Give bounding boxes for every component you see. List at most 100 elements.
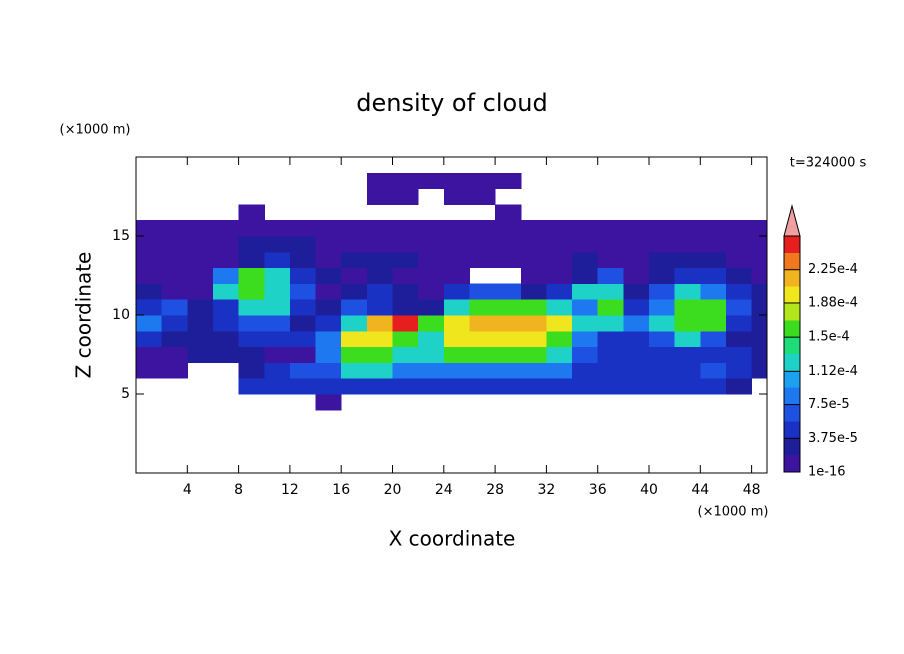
cell <box>187 236 214 253</box>
cell <box>751 283 767 300</box>
cell <box>212 330 240 348</box>
cell <box>264 220 291 237</box>
cell <box>187 315 214 332</box>
cell <box>366 315 394 332</box>
cell <box>238 267 265 284</box>
cell <box>289 299 317 316</box>
cell <box>597 251 624 269</box>
cell <box>443 330 470 348</box>
cell <box>725 346 753 363</box>
cell <box>443 378 470 395</box>
cell <box>597 220 624 237</box>
cell <box>238 220 265 237</box>
cell <box>315 299 342 316</box>
cell <box>315 330 342 348</box>
cell <box>520 251 547 269</box>
cell <box>546 220 573 237</box>
cell <box>392 378 419 395</box>
cell <box>649 346 676 363</box>
cell <box>597 330 624 348</box>
cell <box>520 378 547 395</box>
cell <box>161 267 188 284</box>
cell <box>187 346 214 363</box>
cell <box>572 267 599 284</box>
cell <box>597 315 624 332</box>
cell <box>238 283 265 300</box>
cell <box>161 251 188 269</box>
cell <box>212 236 240 253</box>
cell <box>161 283 188 300</box>
cell <box>187 330 214 348</box>
cell <box>212 251 240 269</box>
cell <box>725 378 753 395</box>
cell <box>418 220 445 237</box>
cell <box>289 220 317 237</box>
cell <box>161 346 188 363</box>
cell <box>443 315 470 332</box>
cell <box>469 362 496 379</box>
cell <box>392 267 419 284</box>
cell <box>315 378 342 395</box>
cell <box>238 315 265 332</box>
cell <box>674 315 701 332</box>
cell <box>315 346 342 363</box>
cell <box>341 362 368 379</box>
cell <box>315 220 342 237</box>
cell <box>572 220 599 237</box>
colorbar-band <box>784 421 800 439</box>
cell <box>392 188 419 205</box>
cell <box>751 236 767 253</box>
cell <box>751 251 767 269</box>
cell <box>392 346 419 363</box>
cell <box>495 172 522 190</box>
cell <box>418 315 445 332</box>
cell <box>366 283 394 300</box>
cell <box>495 346 522 363</box>
cell <box>392 299 419 316</box>
colorbar: 1e-16 3.75e-5 7.5e-5 1.12e-4 1.5e-4 1.88e-4 2.… <box>783 204 858 480</box>
cell <box>495 378 522 395</box>
colorbar-band <box>784 303 800 321</box>
cell <box>187 220 214 237</box>
cell <box>341 330 368 348</box>
cell <box>623 346 650 363</box>
cell <box>649 283 676 300</box>
cell <box>572 330 599 348</box>
x-tick-label: 40 <box>640 482 658 498</box>
cell <box>315 267 342 284</box>
cell <box>572 283 599 300</box>
cell <box>725 362 753 379</box>
cell <box>520 315 547 332</box>
cell <box>264 378 291 395</box>
cell <box>136 330 163 348</box>
cell <box>469 251 496 269</box>
cell <box>623 330 650 348</box>
colorbar-tick-label: 1.88e-4 <box>808 295 858 310</box>
cell <box>341 236 368 253</box>
cell <box>546 378 573 395</box>
cell <box>597 267 624 284</box>
cell <box>751 220 767 237</box>
cell <box>674 267 701 284</box>
x-axis-label: X coordinate <box>389 527 516 551</box>
cell <box>649 267 676 284</box>
cell <box>341 220 368 237</box>
cell <box>341 267 368 284</box>
cell <box>392 172 419 190</box>
cell <box>469 315 496 332</box>
cell <box>161 220 188 237</box>
cell <box>649 315 676 332</box>
cell <box>469 188 496 205</box>
cell <box>443 236 470 253</box>
cell <box>469 330 496 348</box>
cell <box>136 315 163 332</box>
cell <box>623 283 650 300</box>
cell <box>366 236 394 253</box>
y-tick-label: 15 <box>112 228 130 244</box>
cell <box>289 330 317 348</box>
cell <box>623 267 650 284</box>
cell <box>136 299 163 316</box>
cell <box>341 315 368 332</box>
